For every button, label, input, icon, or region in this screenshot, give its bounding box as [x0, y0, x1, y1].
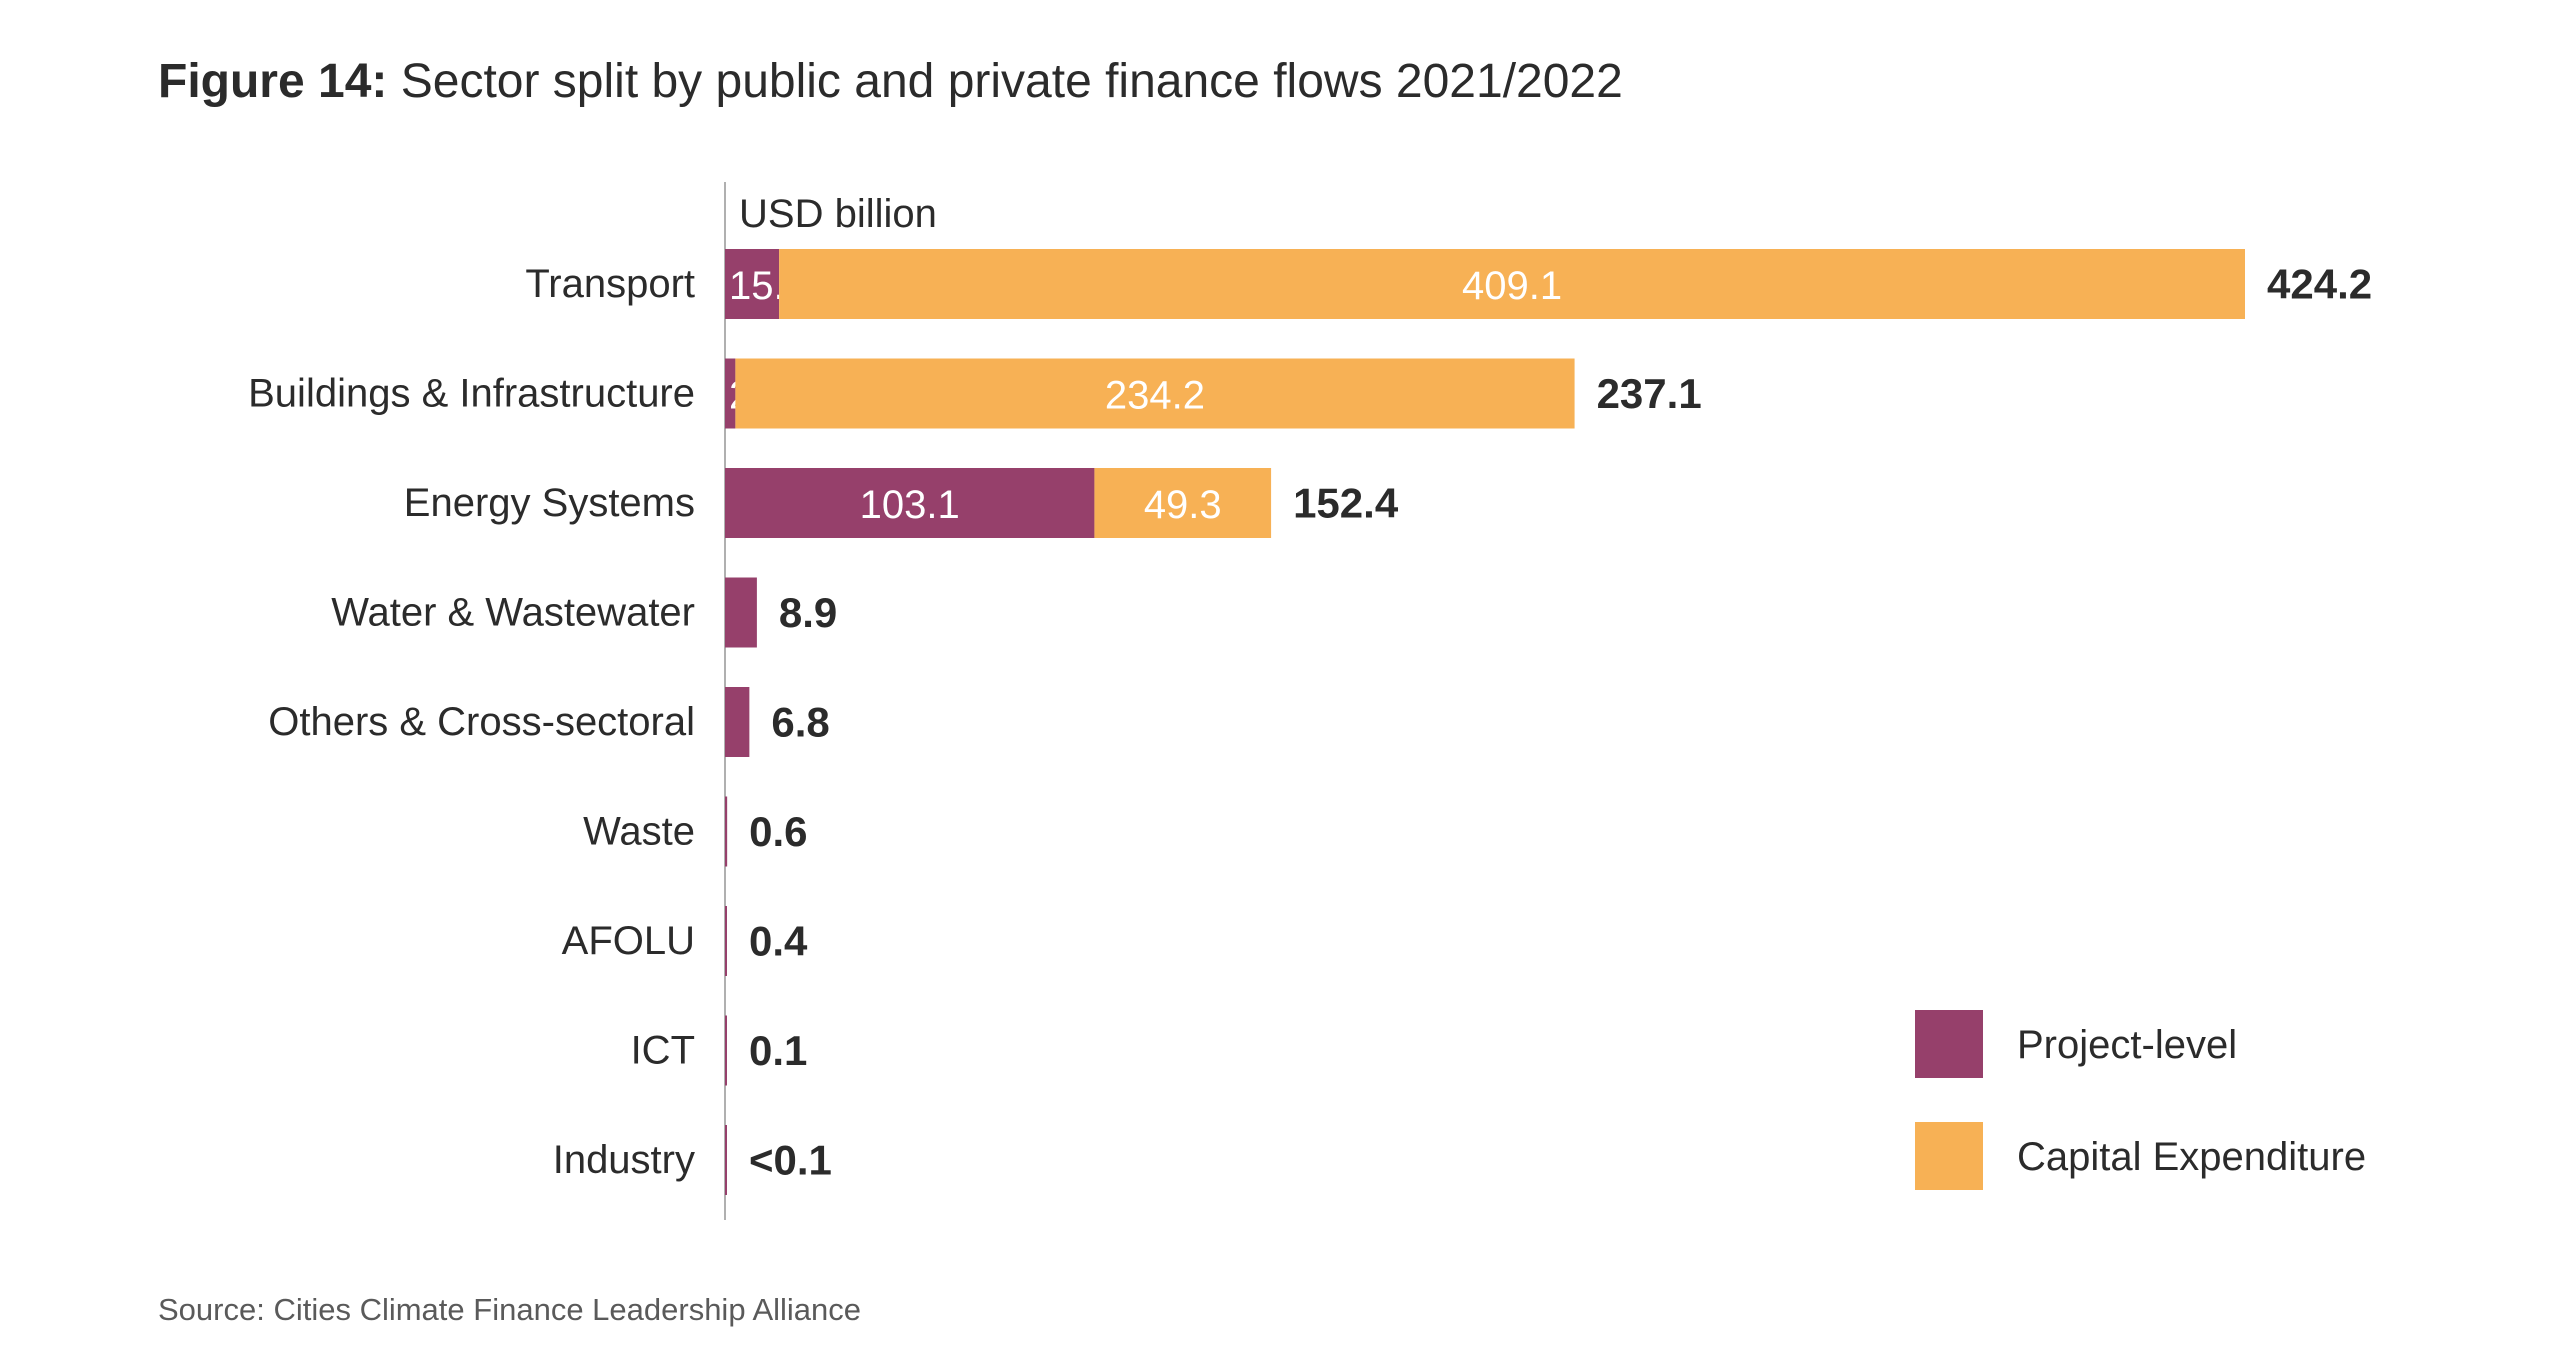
bar-project-level-waste	[725, 796, 728, 867]
bar-capital-expenditure-energy-systems	[1094, 468, 1272, 538]
bar-project-level-buildings-and-infrastructure	[725, 358, 736, 429]
category-label-afolu: AFOLU	[562, 919, 695, 963]
total-label-industry: <0.1	[749, 1137, 832, 1184]
legend-label-project-level: Project-level	[2017, 1023, 2238, 1067]
total-label-transport: 424.2	[2267, 261, 2372, 308]
data-label-capital-expenditure-energy-systems: 49.3	[1144, 483, 1222, 527]
total-label-waste: 0.6	[749, 808, 807, 855]
category-label-water-and-wastewater: Water & Wastewater	[331, 591, 695, 635]
bar-capital-expenditure-buildings-and-infrastructure	[735, 358, 1575, 429]
figure-caption: Sector split by public and private finan…	[387, 55, 1623, 108]
total-label-buildings-and-infrastructure: 237.1	[1597, 370, 1702, 417]
legend-swatch-capital-expenditure	[1915, 1122, 1983, 1190]
total-label-afolu: 0.4	[749, 918, 808, 965]
category-label-buildings-and-infrastructure: Buildings & Infrastructure	[248, 372, 695, 416]
total-label-others-and-cross-sectoral: 6.8	[771, 699, 829, 746]
unit-label: USD billion	[739, 192, 937, 236]
figure-number: Figure 14:	[158, 55, 388, 108]
bar-project-level-water-and-wastewater	[725, 577, 757, 648]
category-label-industry: Industry	[553, 1138, 695, 1182]
total-label-energy-systems: 152.4	[1293, 480, 1399, 527]
bar-project-level-ict	[725, 1015, 727, 1086]
bar-project-level-transport	[725, 249, 780, 319]
category-label-others-and-cross-sectoral: Others & Cross-sectoral	[268, 700, 695, 744]
category-label-transport: Transport	[525, 262, 695, 306]
bar-capital-expenditure-transport	[779, 249, 2245, 319]
data-label-project-level-energy-systems: 103.1	[860, 483, 960, 527]
category-label-ict: ICT	[631, 1029, 695, 1073]
data-label-capital-expenditure-buildings-and-infrastructure: 234.2	[1105, 374, 1205, 418]
legend-label-capital-expenditure: Capital Expenditure	[2017, 1135, 2367, 1179]
legend-item-capital-expenditure: Capital Expenditure	[1915, 1122, 2475, 1190]
bar-project-level-others-and-cross-sectoral	[725, 687, 750, 757]
total-label-water-and-wastewater: 8.9	[779, 589, 837, 636]
chart-title: Figure 14: Sector split by public and pr…	[158, 58, 1623, 106]
bar-project-level-energy-systems	[725, 468, 1095, 538]
bar-project-level-industry	[725, 1125, 727, 1195]
legend-item-project-level: Project-level	[1915, 1010, 2475, 1078]
data-label-capital-expenditure-transport: 409.1	[1462, 264, 1562, 308]
category-label-energy-systems: Energy Systems	[404, 481, 695, 525]
source-note: Source: Cities Climate Finance Leadershi…	[158, 1292, 862, 1327]
category-label-waste: Waste	[583, 810, 695, 854]
legend-swatch-project-level	[1915, 1010, 1983, 1078]
bar-project-level-afolu	[725, 906, 727, 976]
total-label-ict: 0.1	[749, 1027, 807, 1074]
